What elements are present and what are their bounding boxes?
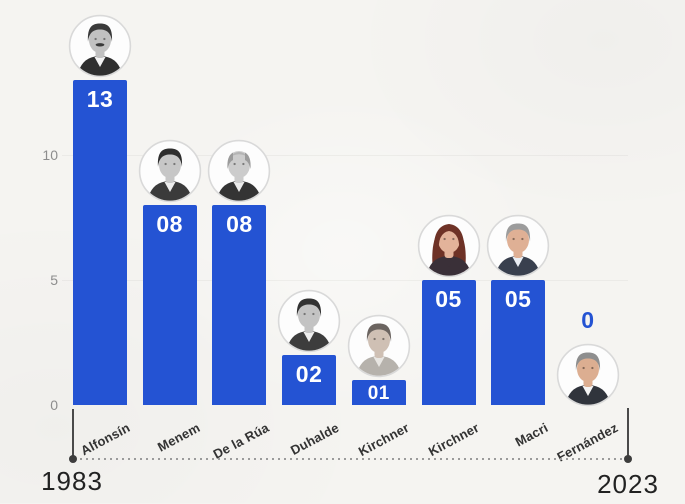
timeline-start-stem (72, 409, 74, 460)
timeline-end-year: 2023 (597, 469, 659, 499)
bar-value-label: 08 (226, 211, 253, 237)
bar-value-label: 05 (504, 286, 532, 312)
y-tick-label: 10 (42, 147, 58, 163)
y-tick-label: 0 (50, 397, 58, 413)
timeline-end-dot (624, 455, 632, 463)
portrait-nkirchner (347, 314, 411, 383)
timeline-start-dot (69, 455, 77, 463)
portrait-menem (138, 139, 202, 208)
timeline-dotted-line (80, 458, 622, 460)
bar: 05 (421, 280, 476, 405)
gridline (62, 155, 628, 156)
bar-value-label: 01 (367, 383, 390, 404)
timeline-end-stem (627, 408, 629, 460)
timeline-start-year: 1983 (41, 466, 103, 496)
portrait-macri (486, 214, 550, 283)
portrait-fernandez (556, 343, 620, 412)
bar-value-label: 13 (86, 86, 114, 112)
y-tick-label: 5 (50, 272, 58, 288)
portrait-duhalde (277, 289, 341, 358)
bar: 13 (73, 80, 127, 405)
bar: 02 (282, 355, 337, 405)
gridline (62, 280, 628, 281)
bar-value-label: 08 (156, 211, 183, 237)
portrait-alfonsin (68, 14, 132, 83)
bar-value-label: 05 (435, 286, 462, 312)
bar-value-label: 02 (295, 361, 323, 387)
portrait-delarua (207, 139, 271, 208)
bar: 08 (212, 205, 267, 405)
bar: 05 (491, 280, 546, 405)
portrait-ckirchner (417, 214, 481, 283)
bar: 08 (142, 205, 197, 405)
bar: 01 (351, 380, 406, 405)
zero-value-label: 0 (581, 307, 595, 333)
